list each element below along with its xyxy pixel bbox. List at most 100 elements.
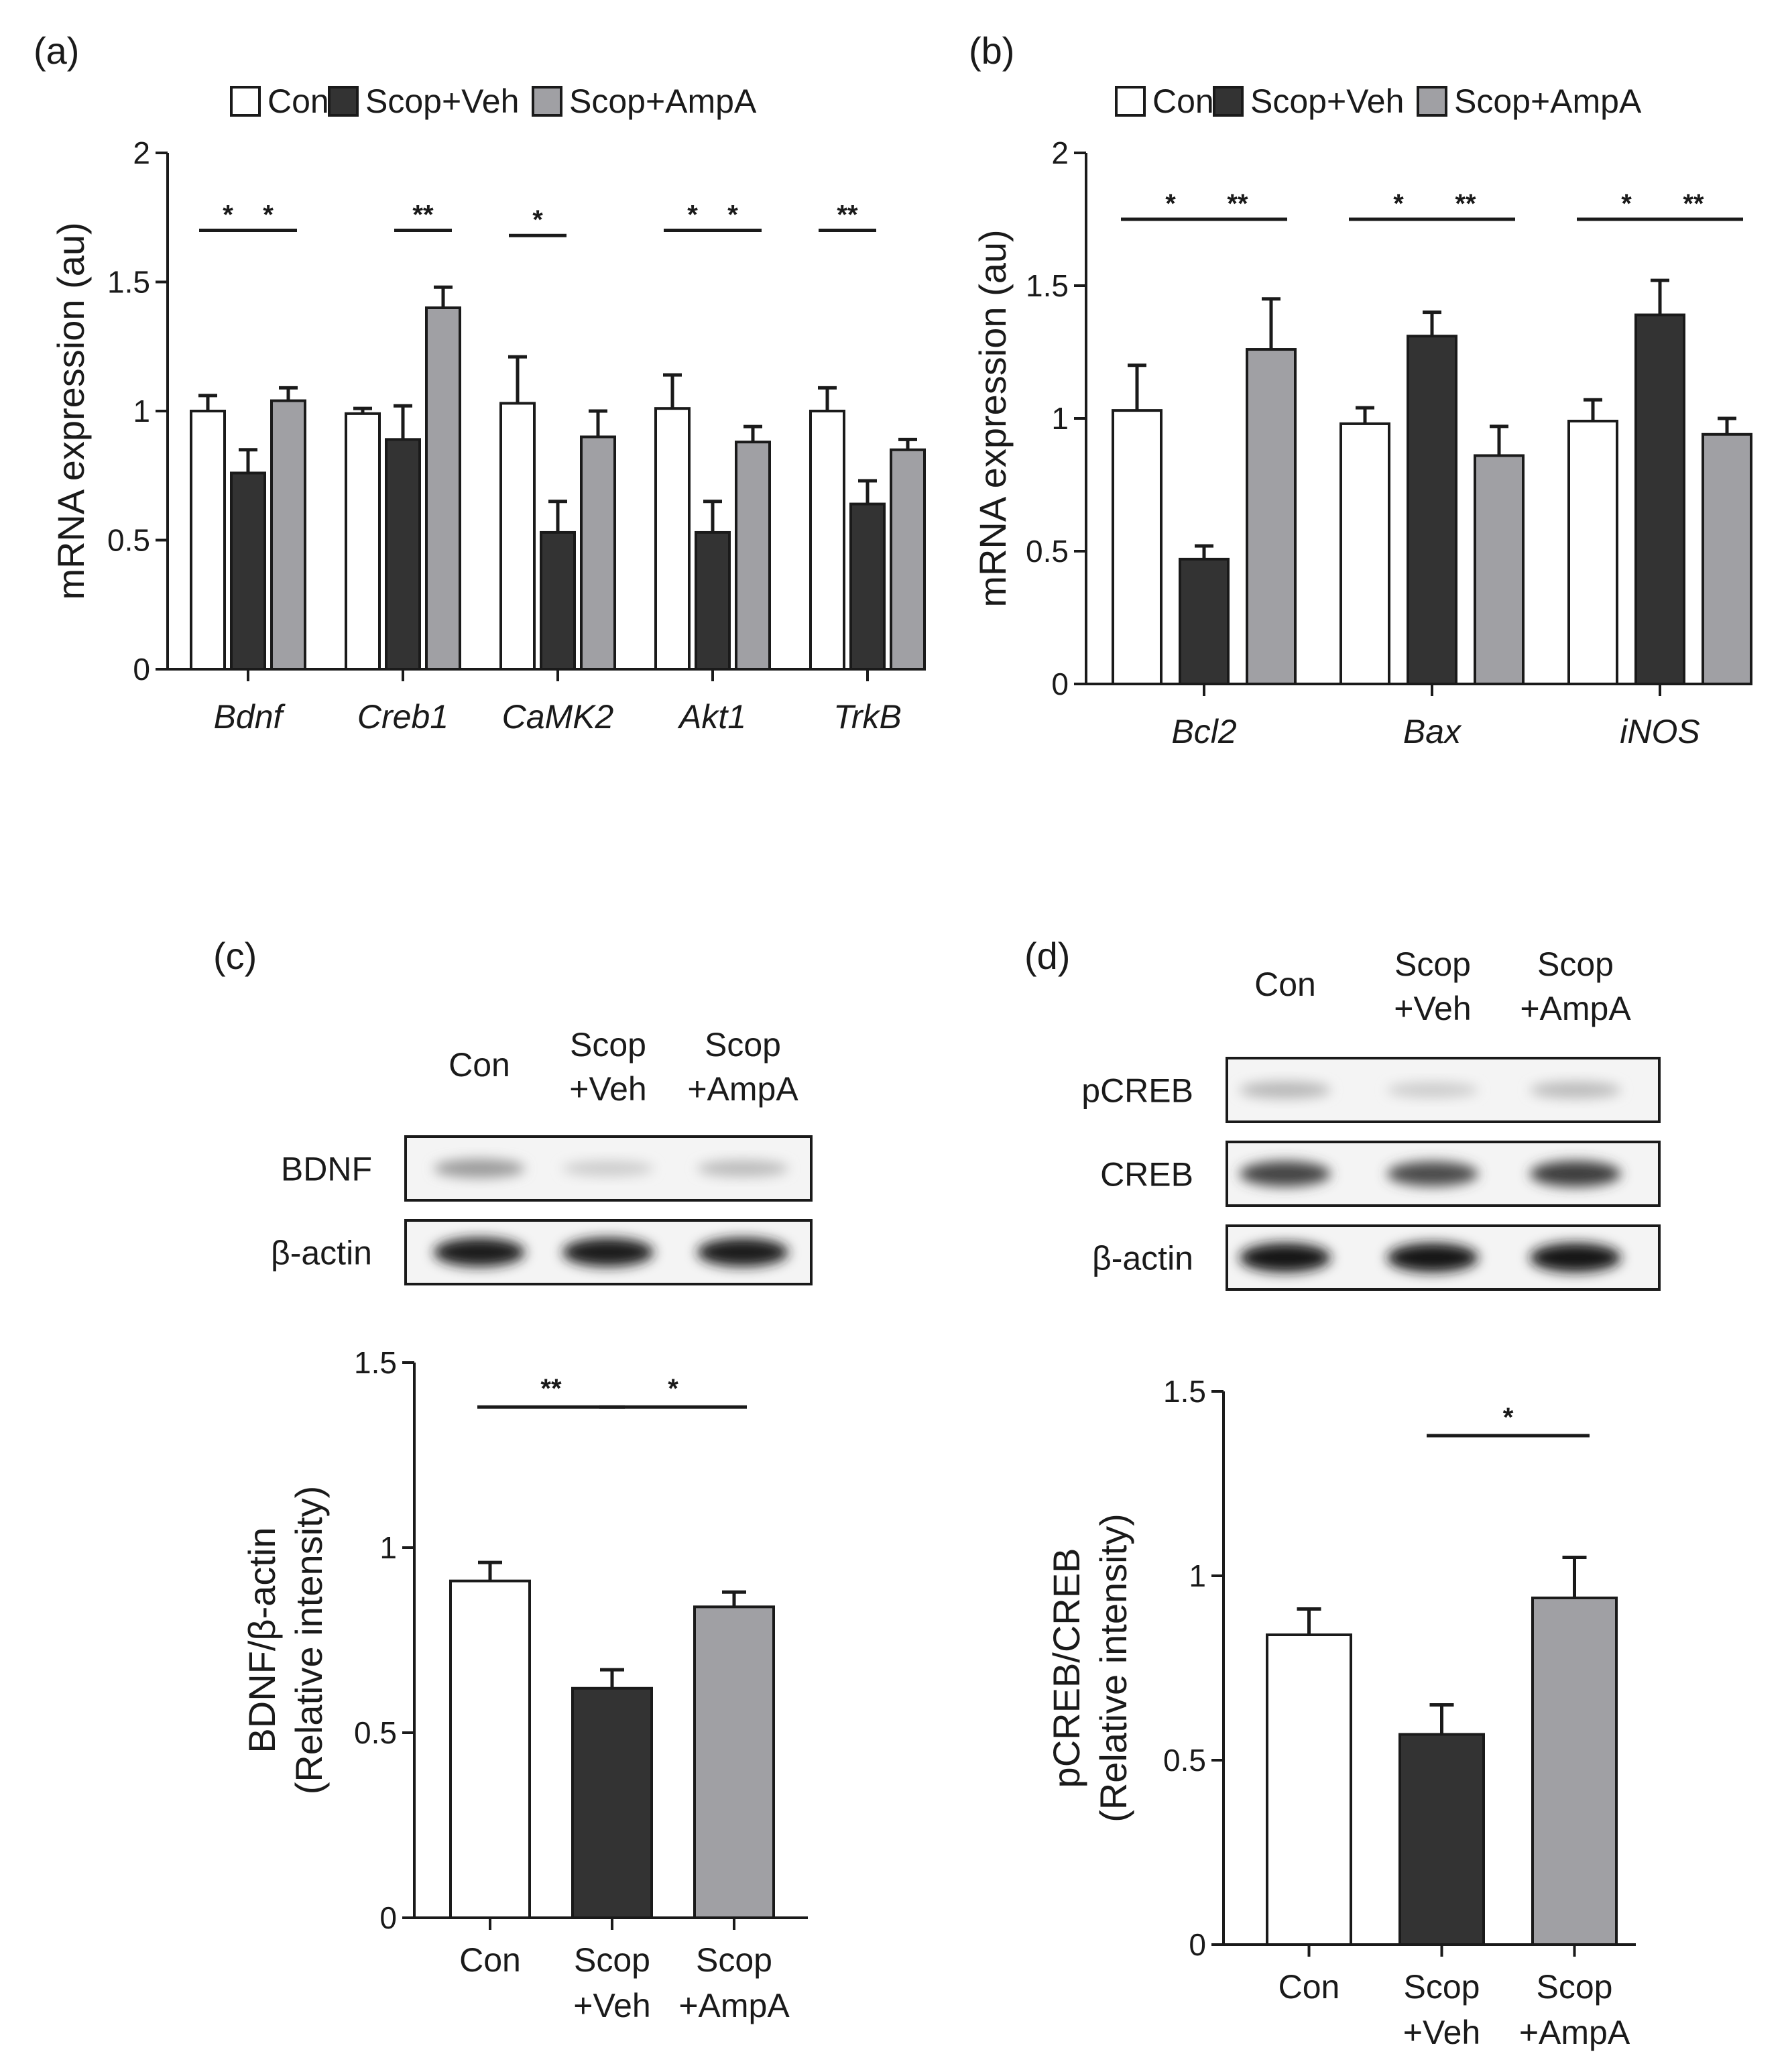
- panel-b-y-tick-label: 2: [1051, 135, 1069, 170]
- panel-d-blot-column-label: Con: [1254, 966, 1316, 1003]
- panel-d-y-tick-label: 0.5: [1163, 1743, 1206, 1778]
- panel-b-legend-label: Scop+AmpA: [1454, 82, 1642, 120]
- panel-a-y-axis-label: mRNA expression (au): [50, 222, 92, 599]
- panel-b-y-axis-label: mRNA expression (au): [971, 229, 1014, 607]
- panel-b-significance-star: **: [1455, 189, 1476, 219]
- panel-b-bar-scop-ampa: [1474, 454, 1525, 685]
- panel-c-blot-band: [562, 1161, 654, 1176]
- panel-d-y-axis-label: (Relative intensity): [1092, 1513, 1134, 1823]
- panel-c-blot-column-label: +Veh: [569, 1070, 646, 1108]
- panel-a-legend-label: Con: [267, 82, 329, 120]
- panel-a-category-label: CaMK2: [502, 698, 614, 736]
- panel-a-legend-label: Scop+AmpA: [569, 82, 757, 120]
- panel-a-significance-star: *: [223, 200, 233, 230]
- panel-a-legend-swatch: [328, 86, 359, 117]
- panel-a-significance-star: *: [532, 205, 543, 235]
- panel-b-y-tick-label: 1.5: [1026, 268, 1069, 303]
- panel-d-blot-band: [1387, 1082, 1478, 1098]
- panel-d-category-label: +Veh: [1403, 2014, 1480, 2051]
- panel-d-blot-band: [1387, 1243, 1478, 1273]
- panel-a-legend-swatch: [230, 86, 261, 117]
- panel-b-panel-label: (b): [969, 30, 1014, 72]
- panel-a-bar-scop-veh: [695, 530, 731, 671]
- panel-a-category-label: Creb1: [357, 698, 449, 736]
- panel-a-bar-scop-veh: [385, 438, 421, 671]
- panel-a-significance-star: **: [837, 200, 858, 230]
- panel-d-blot-column-label: Scop: [1537, 945, 1614, 983]
- panel-d-bar: [1266, 1633, 1352, 1946]
- panel-a-category-label: Akt1: [677, 698, 746, 736]
- panel-d-category-label: Con: [1278, 1968, 1340, 2006]
- panel-a-legend-label: Scop+Veh: [365, 82, 519, 120]
- panel-d-category-label: Scop: [1537, 1968, 1613, 2006]
- panel-a-y-tick-label: 1: [133, 394, 150, 428]
- panel-c-blot-band: [697, 1160, 788, 1177]
- panel-a-category-label: TrkB: [833, 698, 902, 736]
- panel-d-y-tick-label: 1: [1189, 1558, 1206, 1593]
- panel-a-bar-scop-ampa: [580, 435, 616, 671]
- panel-d-blot-band: [1530, 1161, 1621, 1187]
- panel-b-significance-star: *: [1165, 189, 1176, 219]
- panel-c-blot-column-label: Scop: [705, 1026, 781, 1063]
- panel-b-y-tick-label: 1: [1051, 401, 1069, 436]
- panel-a-y-tick-label: 1.5: [107, 265, 150, 300]
- panel-b-bar-scop-ampa: [1702, 433, 1752, 685]
- panel-b-bar-scop-veh: [1407, 335, 1457, 685]
- panel-a-legend-swatch: [532, 86, 562, 117]
- panel-b-y-tick-label: 0: [1051, 667, 1069, 701]
- panel-c-category-label: Scop: [574, 1941, 650, 1979]
- panel-c-blot-band: [562, 1238, 654, 1267]
- panel-d-blot-band: [1530, 1243, 1621, 1273]
- panel-b-significance-star: **: [1227, 189, 1248, 219]
- panel-d-panel-label: (d): [1024, 935, 1070, 977]
- panel-b: (b) Con Scop+Veh Scop+AmpA 0 0.5 1 1.5 2 mRNA exp…: [969, 30, 1752, 750]
- panel-d-y-axis-label: pCREB/CREB: [1045, 1548, 1087, 1788]
- panel-c-y-axis-label: BDNF/β-actin: [241, 1527, 283, 1753]
- panel-c-blot-row-label: BDNF: [281, 1151, 372, 1188]
- panel-c-bar: [693, 1605, 775, 1920]
- panel-c: (c) Con Scop +Veh Scop +AmpA BDNF β-actin 0 0.5 1 1…: [213, 935, 813, 2024]
- panel-b-legend-label: Scop+Veh: [1250, 82, 1404, 120]
- panel-b-legend-label: Con: [1152, 82, 1214, 120]
- panel-a-bar-con: [345, 412, 381, 671]
- panel-c-y-tick-label: 1: [379, 1530, 397, 1565]
- panel-b-bar-con: [1112, 409, 1163, 685]
- panel-b-legend-swatch: [1417, 86, 1447, 117]
- panel-d-y-tick-label: 0: [1189, 1927, 1206, 1962]
- panel-c-blot-band: [434, 1238, 525, 1267]
- panel-d: (d) Con Scop +Veh Scop +AmpA pCREB CREB β-actin 0…: [1024, 935, 1661, 2051]
- panel-a-bar-con: [499, 402, 536, 671]
- panel-d-blot-column-label: +Veh: [1394, 990, 1471, 1027]
- panel-b-bar-con: [1339, 422, 1390, 685]
- panel-a-bar-scop-veh: [230, 471, 266, 671]
- panel-a-panel-label: (a): [34, 30, 79, 72]
- panel-a-bar-con: [809, 410, 845, 671]
- panel-c-blot-column-label: Con: [449, 1046, 510, 1084]
- panel-b-bar-scop-veh: [1634, 313, 1685, 685]
- panel-d-significance-star: *: [1503, 1403, 1514, 1432]
- panel-d-blot-row-label: CREB: [1100, 1156, 1193, 1194]
- panel-c-blot-row-label: β-actin: [271, 1234, 372, 1272]
- panel-d-blot-column-label: Scop: [1394, 945, 1471, 983]
- panel-a: (a) Con Scop+Veh Scop+AmpA 0 0.5 1 1.5 2 mRNA exp…: [34, 30, 926, 736]
- panel-a-bar-con: [654, 407, 691, 671]
- panel-c-category-label: Scop: [696, 1941, 772, 1979]
- panel-c-category-label: +Veh: [573, 1987, 650, 2024]
- panel-d-category-label: +AmpA: [1519, 2014, 1630, 2051]
- panel-a-bar-scop-veh: [540, 530, 576, 671]
- panel-a-significance-star: *: [727, 200, 738, 230]
- panel-b-category-label: Bcl2: [1171, 713, 1236, 750]
- panel-b-significance-star: *: [1393, 189, 1404, 219]
- panel-d-blot-band: [1240, 1161, 1331, 1187]
- panel-c-y-tick-label: 0.5: [354, 1715, 397, 1750]
- panel-c-blot-band: [434, 1159, 525, 1178]
- panel-b-legend-swatch: [1115, 86, 1146, 117]
- panel-a-category-label: Bdnf: [214, 698, 286, 736]
- panel-c-significance-star: *: [668, 1374, 678, 1403]
- panel-c-y-axis-label: (Relative intensity): [288, 1486, 330, 1795]
- panel-c-panel-label: (c): [213, 935, 257, 977]
- panel-b-bar-scop-ampa: [1246, 348, 1297, 685]
- panel-c-bar: [449, 1579, 531, 1919]
- panel-b-y-tick-label: 0.5: [1026, 534, 1069, 569]
